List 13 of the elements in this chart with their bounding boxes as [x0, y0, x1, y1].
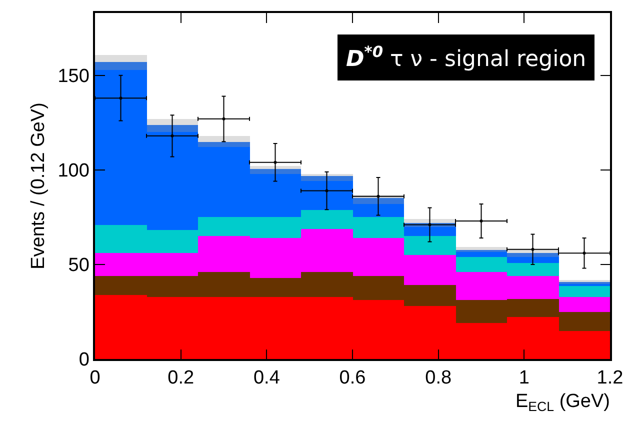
x-axis-title: E$_{ECL}$ (GeV)	[515, 390, 610, 414]
x-tick-label: 0.6	[339, 368, 366, 389]
y-tick-label: 0	[78, 350, 90, 371]
x-tick-label: 0.2	[168, 368, 194, 389]
x-tick-label: 1	[518, 368, 530, 389]
y-tick-label: 50	[68, 255, 90, 276]
annotation: D$^{*0}$ τ ν - signal region	[346, 43, 586, 72]
x-tick-label: 0.4	[253, 368, 280, 389]
y-tick-label: 150	[58, 66, 90, 88]
y-tick-label: 100	[58, 160, 90, 182]
y-axis-title: Events / (0.12 GeV)	[28, 102, 50, 270]
x-tick-label: 1.2	[596, 368, 624, 389]
x-tick-label: 0.8	[425, 368, 452, 389]
